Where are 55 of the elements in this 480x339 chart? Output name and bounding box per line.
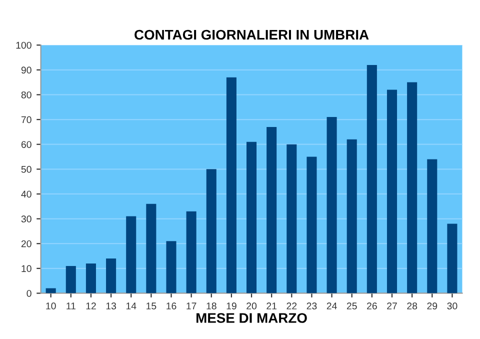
- bar: [106, 258, 116, 294]
- x-tick-label: 25: [346, 302, 357, 310]
- x-tick-label: 14: [126, 302, 136, 310]
- bar: [407, 82, 418, 294]
- x-tick-label: 22: [286, 302, 297, 310]
- x-tick-label: 16: [166, 302, 176, 310]
- y-tick-label: 30: [21, 216, 32, 222]
- bar: [146, 204, 156, 294]
- y-tick-label: 70: [21, 116, 32, 124]
- bar: [166, 241, 176, 294]
- x-tick-label: 12: [86, 302, 96, 310]
- bar: [366, 64, 377, 294]
- x-tick-label: 23: [306, 302, 317, 310]
- bar: [306, 156, 317, 294]
- bar: [66, 266, 76, 294]
- bar: [186, 211, 196, 294]
- y-tick-label: 80: [21, 91, 32, 98]
- y-tick-label: 20: [21, 240, 32, 248]
- x-tick-label: 20: [246, 302, 257, 310]
- x-tick-label: 11: [66, 302, 76, 310]
- bar: [126, 216, 136, 294]
- bar: [346, 139, 357, 294]
- chart-title: CONTAGI GIORNALIERI IN UMBRIA: [134, 30, 369, 40]
- y-tick-label: 50: [21, 166, 32, 173]
- x-tick-label: 28: [407, 302, 418, 310]
- x-axis-title: MESE DI MARZO: [196, 313, 307, 323]
- x-tick-label: 30: [447, 302, 458, 310]
- bar: [46, 288, 56, 294]
- bar: [427, 159, 438, 294]
- bar: [286, 144, 297, 294]
- bar: [246, 142, 257, 294]
- bar: [86, 263, 96, 294]
- bar: [226, 77, 236, 294]
- y-tick-label: 40: [21, 190, 32, 198]
- bar: [206, 169, 216, 294]
- x-tick-label: 26: [367, 302, 377, 310]
- x-tick-label: 27: [387, 302, 397, 310]
- x-tick-label: 19: [226, 302, 236, 310]
- x-tick-label: 21: [266, 302, 277, 310]
- bar: [447, 224, 458, 294]
- y-tick-label: 10: [22, 265, 32, 272]
- y-tick-label: 0: [26, 290, 32, 297]
- x-tick-label: 18: [206, 302, 216, 310]
- y-tick-label: 90: [21, 66, 32, 74]
- y-tick-label: 60: [21, 141, 32, 148]
- y-tick-label: 100: [16, 42, 32, 49]
- bar: [386, 90, 398, 294]
- x-tick-label: 17: [186, 302, 196, 310]
- x-tick-label: 29: [427, 302, 438, 310]
- bar: [266, 126, 277, 294]
- x-tick-label: 24: [326, 302, 337, 310]
- x-tick-label: 15: [146, 302, 156, 310]
- bar: [326, 117, 337, 294]
- x-tick-label: 10: [46, 302, 56, 310]
- x-tick-label: 13: [106, 302, 116, 310]
